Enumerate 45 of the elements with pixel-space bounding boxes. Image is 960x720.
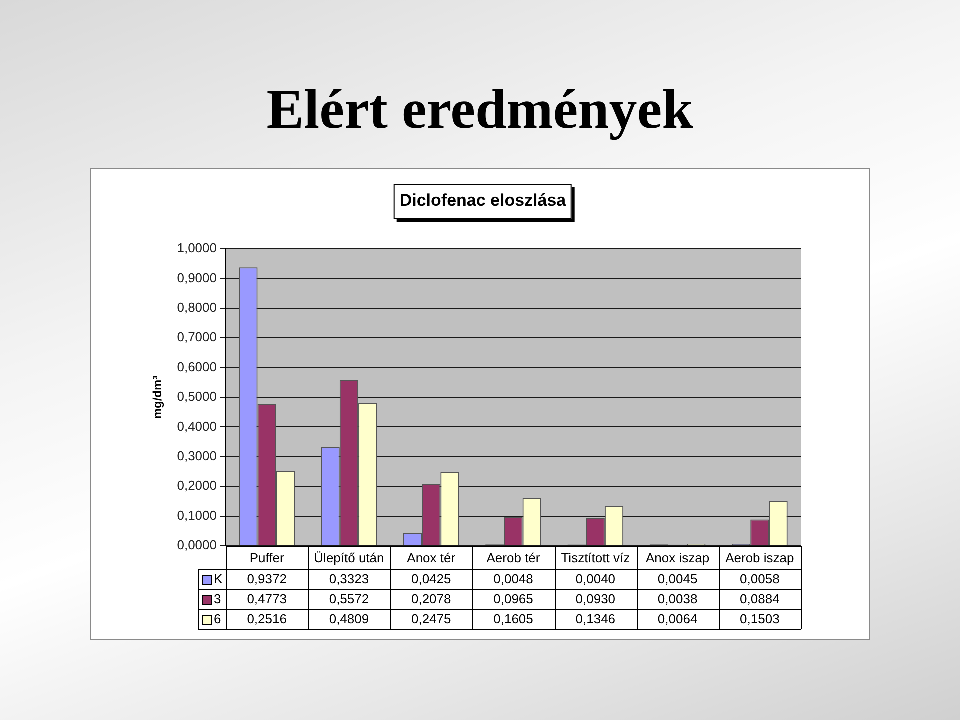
data-label: 0,0040	[576, 572, 616, 587]
data-label: 0,1605	[494, 612, 534, 627]
legend-label: 6	[214, 612, 222, 627]
data-label: 0,4773	[247, 592, 287, 607]
y-tick-label: 0,7000	[177, 330, 217, 345]
data-label: 0,0884	[740, 592, 780, 607]
x-tick-label: Aerob iszap	[726, 550, 794, 566]
y-tick-label: 0,2000	[177, 478, 217, 494]
data-label: 0,0425	[411, 572, 452, 587]
data-label: 0,0045	[658, 572, 698, 587]
y-axis-title: mg/dm³	[150, 376, 165, 420]
y-tick-label: 0,9000	[177, 270, 217, 286]
data-label: 0,2078	[411, 592, 452, 607]
y-tick-label: 0,5000	[177, 389, 217, 404]
x-tick-label: Puffer	[250, 550, 285, 566]
y-tick-label: 1,0000	[177, 240, 217, 256]
chart-title: Elért eredmények	[266, 78, 694, 143]
y-tick-label: 0,1000	[177, 508, 217, 523]
y-tick-label: 0,0000	[177, 538, 217, 553]
data-label: 0,0058	[740, 572, 780, 587]
y-tick-label: 0,3000	[177, 448, 217, 464]
data-label: 0,5572	[329, 592, 370, 607]
chart-subtitle: Diclofenac eloszlása	[394, 184, 572, 219]
legend-label: K	[214, 572, 223, 587]
data-label: 0,4809	[329, 612, 370, 627]
data-label: 0,0064	[658, 612, 698, 627]
x-tick-label: Anox tér	[407, 550, 456, 566]
data-label: 0,2475	[411, 612, 452, 627]
data-label: 0,1346	[576, 612, 616, 627]
y-tick-label: 0,6000	[177, 359, 217, 374]
y-tick-label: 0,4000	[177, 418, 217, 434]
data-label: 0,0048	[494, 572, 534, 587]
data-label: 0,9372	[247, 572, 287, 587]
data-label: 0,0038	[658, 592, 698, 607]
data-label: 0,2516	[247, 612, 287, 627]
x-tick-label: Anox iszap	[646, 550, 710, 566]
y-tick-label: 0,8000	[177, 300, 217, 315]
x-tick-label: Aerob tér	[486, 550, 541, 566]
data-label: 0,0965	[494, 592, 534, 607]
x-tick-label: Tisztított víz	[561, 550, 630, 566]
data-label: 0,0930	[576, 592, 616, 607]
x-tick-label: Ülepítő után	[314, 550, 384, 566]
data-label: 0,1503	[740, 612, 780, 627]
legend-label: 3	[214, 592, 222, 607]
data-label: 0,3323	[329, 572, 370, 587]
